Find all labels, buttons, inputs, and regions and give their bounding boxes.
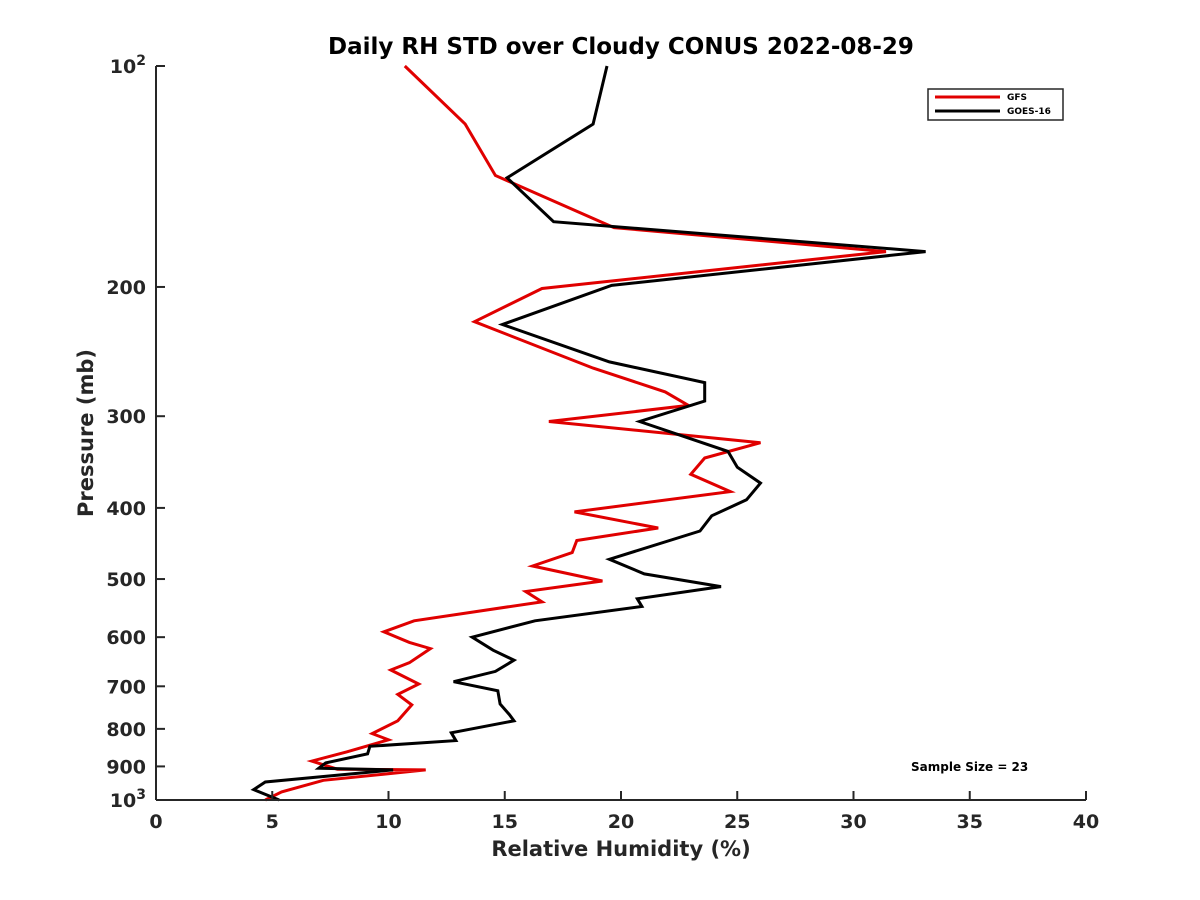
x-tick-label: 10 [375,811,401,833]
series-layer [250,64,926,802]
x-tick-label: 35 [957,811,983,833]
legend-label-goes-16: GOES-16 [1007,107,1051,117]
y-tick-label: 800 [106,719,146,741]
y-tick-label: 400 [106,498,146,520]
legend-box [927,88,1064,121]
y-tick-label: 200 [106,277,146,299]
x-tick-label: 20 [608,811,634,833]
y-axis-title: Pressure (mb) [74,349,98,517]
series-line-gfs [264,64,887,802]
x-tick-label: 0 [149,811,162,833]
y-tick-label: 102 [110,53,146,78]
x-axis-ticks: 0 5 10 15 20 25 30 35 40 [149,791,1099,833]
x-axis-title: Relative Humidity (%) [491,837,750,861]
x-tick-label: 30 [840,811,866,833]
y-tick-label: 900 [106,756,146,778]
y-tick-label: 500 [106,569,146,591]
y-tick-label: 300 [106,406,146,428]
chart-title: Daily RH STD over Cloudy CONUS 2022-08-2… [328,34,914,60]
x-tick-label: 25 [724,811,750,833]
x-tick-label: 40 [1073,811,1099,833]
legend: GFS GOES-16 [927,88,1064,121]
y-tick-label: 700 [106,676,146,698]
y-tick-label: 600 [106,627,146,649]
y-tick-label: 103 [110,787,146,812]
series-line-goes-16 [250,65,926,802]
legend-label-gfs: GFS [1007,93,1027,103]
x-tick-label: 5 [266,811,279,833]
y-axis-ticks: 102 200 300 400 500 600 700 800 900 103 [106,53,165,812]
x-tick-label: 15 [492,811,518,833]
sample-size-annotation: Sample Size = 23 [911,760,1028,774]
